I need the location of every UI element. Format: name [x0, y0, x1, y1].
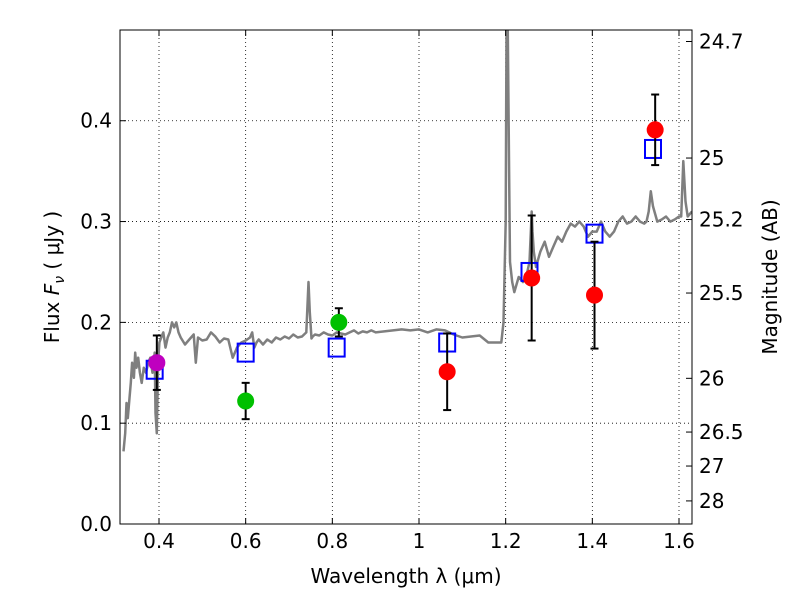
y-tick-label-3: 0.3 — [80, 210, 112, 234]
y-tick-label-2: 0.2 — [80, 310, 112, 334]
observed-point-1 — [237, 392, 255, 410]
observed-point-3 — [438, 363, 456, 381]
mag-tick-label-4: 26 — [699, 366, 724, 390]
observed-point-2 — [330, 313, 348, 331]
y-label-prefix: Flux — [40, 295, 64, 343]
y-tick-label-1: 0.1 — [80, 411, 112, 435]
mag-tick-label-5: 26.5 — [699, 420, 744, 444]
observed-point-4 — [523, 269, 541, 287]
x-tick-label-3: 1 — [413, 529, 426, 553]
x-axis-label: Wavelength λ (μm) — [310, 564, 501, 588]
x-tick-label-1: 0.6 — [230, 529, 262, 553]
y-axis-label: Flux Fν ( μJy ) — [40, 211, 68, 343]
y-label-unit: ( μJy ) — [40, 211, 64, 276]
x-tick-label-0: 0.4 — [143, 529, 175, 553]
mag-tick-label-7: 28 — [699, 489, 724, 513]
template-spectrum-line — [122, 30, 692, 452]
x-tick-label-2: 0.8 — [316, 529, 348, 553]
y-tick-label-0: 0.0 — [80, 512, 112, 536]
observed-point-5 — [586, 286, 603, 304]
mag-tick-label-3: 25.5 — [699, 281, 744, 305]
y-tick-label-4: 0.4 — [80, 109, 112, 133]
mag-tick-label-1: 25 — [699, 146, 724, 170]
y-label-subscript: ν — [52, 276, 68, 284]
observed-point-0 — [148, 354, 166, 372]
plot-background — [120, 30, 692, 524]
plot-frame — [119, 29, 693, 525]
mag-tick-label-6: 27 — [699, 454, 724, 478]
mag-tick-label-2: 25.2 — [699, 208, 744, 232]
x-tick-label-5: 1.4 — [576, 529, 608, 553]
data-layer — [122, 30, 692, 452]
model-square-1 — [236, 342, 255, 363]
observed-point-6 — [646, 121, 664, 139]
y2-axis-label: Magnitude (AB) — [758, 199, 782, 354]
axes: 0.4 0.6 0.8 1 1.2 1.4 1.6 0.0 0.1 0.2 0.3 0.4 24.7 25… — [80, 29, 743, 553]
mag-tick-label-0: 24.7 — [699, 29, 744, 53]
y-label-symbol: F — [40, 283, 64, 295]
x-tick-label-4: 1.2 — [490, 529, 522, 553]
x-tick-label-6: 1.6 — [663, 529, 695, 553]
model-square-2 — [327, 337, 346, 358]
model-square-6 — [644, 138, 662, 159]
